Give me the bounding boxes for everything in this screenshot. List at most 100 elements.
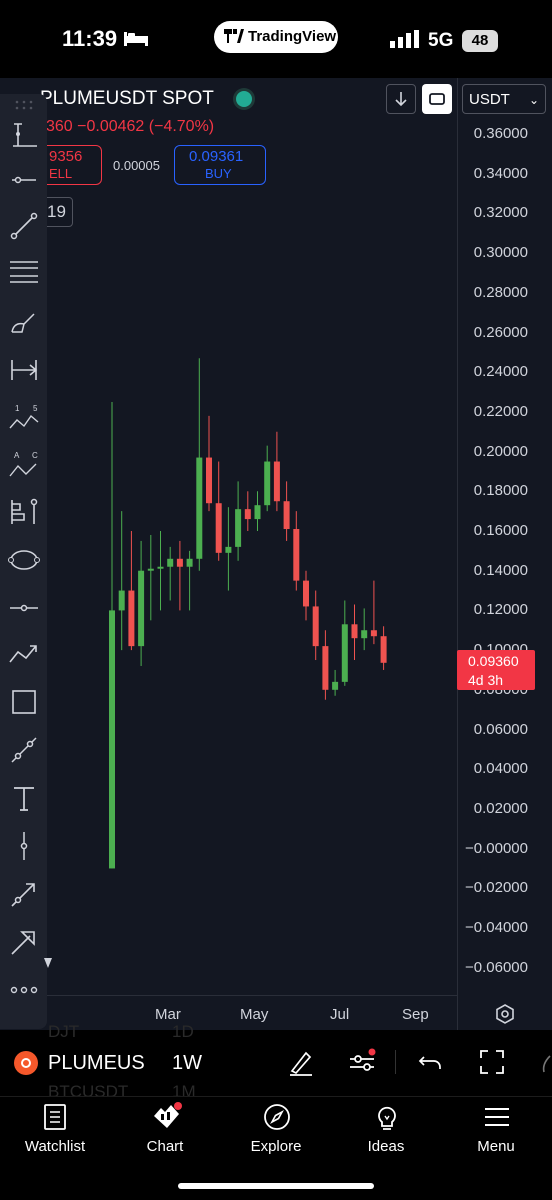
tab-label: Chart	[146, 1138, 184, 1155]
compass-icon	[264, 1104, 290, 1130]
indicators-icon[interactable]	[346, 1047, 378, 1077]
current-price-value: 0.09360	[468, 653, 519, 669]
chart-settings-icon[interactable]	[494, 1003, 516, 1025]
spread-value: 0.00005	[113, 158, 160, 173]
market-open-indicator	[236, 91, 252, 107]
more-tool-icon[interactable]	[8, 974, 40, 1006]
price-tick-label: −0.00000	[465, 839, 528, 857]
candle-body	[303, 580, 309, 607]
candle-body	[273, 461, 280, 502]
vertical-line-tool-icon[interactable]	[8, 830, 40, 862]
candle-body	[225, 546, 232, 553]
watchlist-ghost-symbol: DJT	[48, 1022, 80, 1041]
fullscreen-icon[interactable]	[477, 1047, 507, 1077]
chart-icon	[154, 1102, 182, 1128]
path-tool-icon[interactable]	[8, 734, 40, 766]
candle-body	[206, 457, 212, 504]
candle	[176, 540, 183, 611]
arrow-tool-icon[interactable]	[8, 878, 40, 910]
candle	[244, 491, 251, 531]
sleep-focus-icon	[124, 32, 148, 46]
symbol-title[interactable]: PLUMEUSDT SPOT	[40, 88, 214, 109]
price-tick-label: 0.36000	[473, 125, 528, 142]
candle	[196, 358, 203, 571]
symbol-search-button[interactable]: PLUMEUS	[48, 1052, 145, 1074]
long-position-tool-icon[interactable]	[8, 496, 40, 528]
candle-body	[332, 681, 339, 690]
tradingview-logo-icon	[224, 29, 244, 43]
currency-select-value: USDT	[469, 91, 510, 108]
candle-body	[215, 503, 222, 553]
candle	[128, 531, 135, 651]
ellipse-tool-icon[interactable]	[8, 544, 40, 576]
candle	[206, 415, 212, 512]
tab-label: Watchlist	[24, 1138, 86, 1155]
interval-button[interactable]: 1W	[172, 1052, 202, 1074]
price-tick-label: −0.04000	[465, 919, 528, 936]
candle-body	[254, 505, 261, 520]
price-tick-label: 0.26000	[473, 323, 528, 341]
fullscreen-button[interactable]	[422, 84, 452, 114]
parallel-channel-tool-icon[interactable]	[8, 256, 40, 288]
candle	[293, 511, 300, 591]
currency-select[interactable]: USDT ⌄	[462, 84, 546, 114]
drag-handle-icon[interactable]	[14, 100, 34, 110]
download-button[interactable]	[386, 84, 416, 114]
candle	[109, 401, 115, 869]
candlestick-series[interactable]	[0, 78, 457, 995]
measure-tool-icon[interactable]	[8, 354, 40, 386]
candle	[380, 626, 387, 670]
candle-body	[264, 461, 271, 506]
candle	[138, 540, 145, 666]
clock: 11:39	[62, 26, 118, 51]
network-type: 5G	[428, 30, 454, 51]
candle-body	[167, 558, 174, 567]
candle-body	[380, 636, 387, 663]
candle-body	[176, 558, 183, 567]
brush-tool-icon[interactable]	[8, 306, 40, 338]
rectangle-tool-icon[interactable]	[8, 686, 40, 718]
candle-body	[157, 566, 164, 569]
trend-line-tool-icon[interactable]	[8, 210, 40, 242]
zigzag-tool-icon[interactable]	[8, 638, 40, 670]
horizontal-ray-tool-icon[interactable]	[8, 164, 40, 196]
price-tick-label: 0.18000	[473, 482, 528, 500]
buy-label: BUY	[205, 166, 232, 181]
current-price-label: 0.09360 4d 3h	[457, 650, 535, 690]
arrow-marker-tool-icon[interactable]	[8, 926, 40, 958]
sell-label: ELL	[49, 166, 73, 181]
buy-button[interactable]: 0.09361 BUY	[174, 145, 266, 185]
price-tick-label: 0.20000	[473, 442, 528, 460]
price-tick-label: −0.06000	[465, 958, 528, 976]
app-indicator-pill[interactable]	[214, 21, 338, 53]
price-axis[interactable]	[457, 78, 552, 1030]
sell-price: 9356	[49, 148, 83, 165]
candle	[361, 608, 368, 651]
drawing-pen-icon[interactable]	[286, 1047, 316, 1077]
candle	[186, 550, 193, 611]
tab-bar	[0, 1096, 552, 1200]
crosshair-tool-icon[interactable]	[8, 118, 40, 150]
svg-text:C: C	[32, 451, 38, 460]
candle	[370, 580, 377, 645]
expand-tools-icon[interactable]	[44, 958, 52, 968]
candle-body	[138, 570, 145, 647]
candle-body	[118, 590, 125, 611]
text-tool-icon[interactable]	[8, 782, 40, 814]
fullscreen-icon	[429, 93, 445, 105]
horizontal-line-tool-icon[interactable]	[8, 592, 40, 624]
candle-body	[235, 509, 242, 547]
more-icon[interactable]	[540, 1052, 552, 1074]
candle	[322, 630, 329, 700]
price-tick-label: 0.14000	[473, 561, 528, 579]
lightbulb-icon	[378, 1106, 396, 1130]
time-tick-label: Sep	[402, 1006, 429, 1023]
time-axis[interactable]	[0, 995, 457, 1031]
undo-icon[interactable]	[418, 1049, 444, 1075]
candle	[215, 461, 222, 561]
hamburger-icon	[485, 1108, 509, 1126]
symbol-logo-icon	[14, 1051, 38, 1075]
home-indicator[interactable]	[178, 1183, 374, 1189]
